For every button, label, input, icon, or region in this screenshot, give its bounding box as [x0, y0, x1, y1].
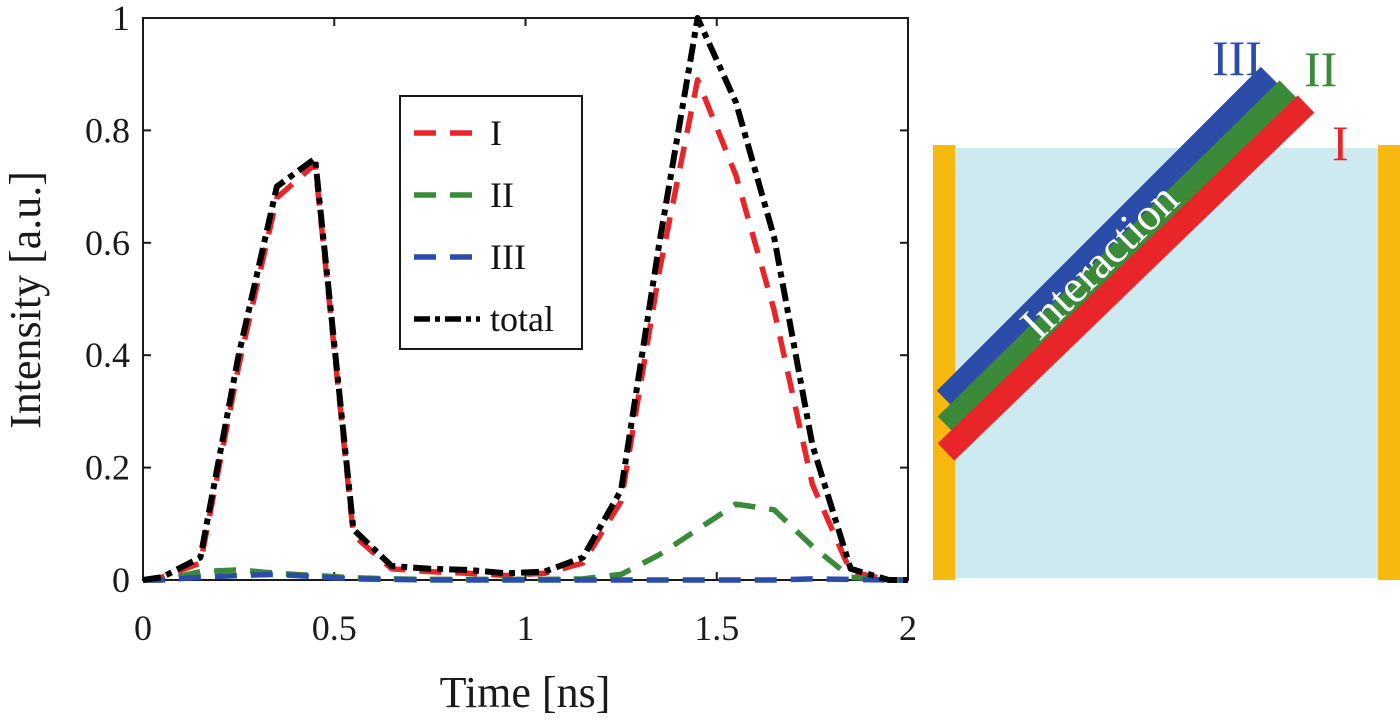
series-III-line: [143, 571, 908, 583]
beam-I: [937, 95, 1315, 461]
legend-label-III: III: [490, 237, 526, 277]
beam-III: [936, 66, 1280, 410]
x-tick-label: 1.5: [694, 608, 739, 648]
x-axis-label: Time [ns]: [440, 668, 611, 717]
legend-label-total: total: [490, 299, 554, 339]
legend-box: [399, 95, 583, 350]
interaction-diagram: Interaction III II I: [933, 30, 1400, 580]
x-tick-label: 0: [134, 608, 152, 648]
x-tick-label: 2: [899, 608, 917, 648]
chart: 0 0.5 1 1.5 2 0 0.2 0.4 0.6 0.8 1 Time [ns] Inten…: [1, 0, 917, 717]
y-tick-label: 0.2: [85, 448, 130, 488]
x-tick-label: 1: [517, 608, 535, 648]
label-III: III: [1212, 30, 1262, 86]
y-axis-label: Intensity [a.u.]: [1, 171, 50, 429]
y-tick-labels: 0 0.2 0.4 0.6 0.8 1: [85, 0, 130, 600]
x-tick-labels: 0 0.5 1 1.5 2: [134, 608, 917, 648]
legend-label-II: II: [490, 175, 514, 215]
y-tick-label: 1: [112, 0, 130, 38]
series-II-line: [143, 501, 908, 583]
y-tick-label: 0.8: [85, 110, 130, 150]
beam-II: [937, 80, 1297, 434]
legend-label-I: I: [490, 113, 502, 153]
label-II: II: [1304, 41, 1337, 97]
series-layer: [142, 15, 908, 583]
label-I: I: [1332, 115, 1349, 171]
y-tick-label: 0: [112, 560, 130, 600]
series-total-line: [142, 15, 908, 583]
y-tick-label: 0.6: [85, 223, 130, 263]
left-mirror: [933, 145, 955, 580]
x-tick-label: 0.5: [312, 608, 357, 648]
y-tick-label: 0.4: [85, 335, 130, 375]
right-mirror: [1378, 145, 1400, 580]
